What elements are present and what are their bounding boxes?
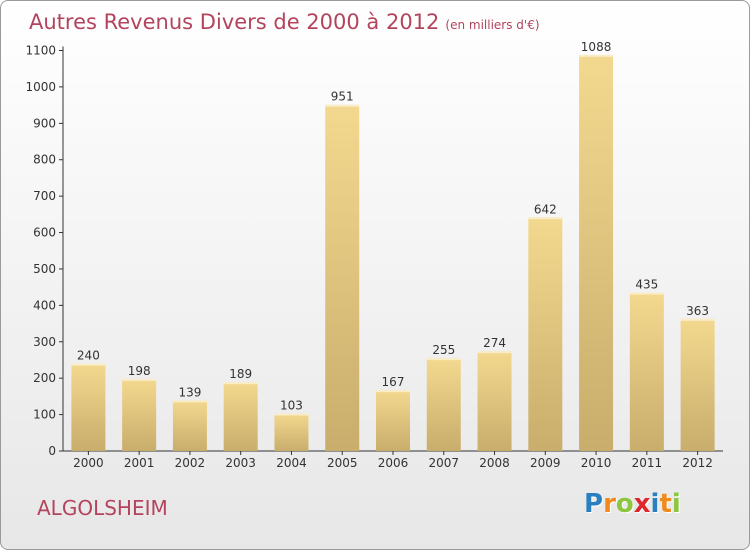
logo-letter: i [650, 489, 660, 519]
bar [579, 54, 614, 452]
y-tick-label: 700 [33, 189, 56, 203]
bar [325, 104, 360, 451]
data-label: 274 [483, 336, 506, 350]
y-tick-label: 1000 [25, 80, 56, 94]
bar-highlight [579, 54, 614, 57]
bar-highlight [528, 217, 563, 220]
bar [477, 351, 512, 451]
data-label: 139 [178, 385, 201, 399]
bar-highlight [680, 318, 715, 321]
logo-letter: o [615, 489, 634, 519]
bar [71, 363, 106, 451]
logo-letter: P [584, 489, 604, 519]
data-label: 435 [635, 278, 658, 292]
x-tick-label: 2002 [175, 456, 206, 470]
chart-title: Autres Revenus Divers de 2000 à 2012 (en … [29, 10, 540, 34]
y-tick-label: 500 [33, 262, 56, 276]
bar [376, 390, 410, 451]
x-tick-label: 2007 [428, 456, 459, 470]
bar [680, 318, 715, 451]
y-tick-label: 100 [33, 408, 56, 422]
x-tick-label: 2009 [530, 456, 561, 470]
data-label: 198 [128, 364, 151, 378]
x-tick-label: 2011 [632, 456, 663, 470]
bars: 240 198 139 189 103 951 167 255 274 642 1088 435 363 [71, 40, 715, 452]
bar-highlight [325, 104, 360, 107]
x-tick-label: 2005 [327, 456, 358, 470]
y-tick-label: 1100 [25, 44, 56, 58]
data-label: 103 [280, 398, 303, 412]
bar-highlight [426, 358, 461, 361]
bar [629, 292, 664, 451]
bar [122, 378, 157, 451]
x-tick-label: 2012 [682, 456, 713, 470]
bar [274, 413, 309, 451]
data-label: 255 [432, 343, 455, 357]
bar-highlight [223, 382, 258, 385]
bar-highlight [274, 413, 309, 416]
logo-letter: r [603, 489, 616, 519]
bar-highlight [172, 400, 207, 403]
logo-letter: x [633, 489, 651, 519]
data-label: 167 [382, 375, 405, 389]
bar [223, 382, 258, 451]
x-tick-label: 2006 [378, 456, 409, 470]
logo-letter: t [659, 489, 672, 519]
bar [426, 358, 461, 451]
bar [172, 400, 207, 451]
bar-highlight [71, 363, 106, 366]
y-tick-label: 600 [33, 226, 56, 240]
bar [528, 217, 563, 451]
data-label: 363 [686, 304, 709, 318]
x-tick-label: 2008 [479, 456, 510, 470]
y-tick-label: 200 [33, 371, 56, 385]
proxiti-logo: Proxiti [584, 489, 681, 519]
data-label: 642 [534, 202, 557, 216]
chart-title-unit: (en milliers d'€) [445, 18, 540, 32]
x-tick-label: 2004 [276, 456, 307, 470]
y-tick-label: 400 [33, 298, 56, 312]
y-tick-label: 800 [33, 153, 56, 167]
x-tick-label: 2001 [124, 456, 155, 470]
data-label: 1088 [581, 40, 612, 54]
commune-name: ALGOLSHEIM [37, 496, 168, 520]
bar-highlight [122, 378, 157, 381]
data-label: 240 [77, 349, 100, 363]
bar-highlight [477, 351, 512, 354]
x-tick-label: 2003 [225, 456, 256, 470]
y-tick-label: 0 [48, 444, 56, 458]
axes: 0 100 200 300 400 500 600 700 800 900 1000 1100 2000… [25, 44, 723, 470]
data-label: 951 [331, 90, 354, 104]
x-tick-label: 2010 [581, 456, 612, 470]
bar-highlight [629, 292, 664, 295]
x-tick-label: 2000 [73, 456, 104, 470]
chart-title-main: Autres Revenus Divers de 2000 à 2012 [29, 10, 440, 34]
data-label: 189 [229, 367, 252, 381]
logo-letter: i [671, 489, 681, 519]
bar-highlight [376, 390, 410, 393]
y-tick-label: 300 [33, 335, 56, 349]
y-tick-label: 900 [33, 116, 56, 130]
